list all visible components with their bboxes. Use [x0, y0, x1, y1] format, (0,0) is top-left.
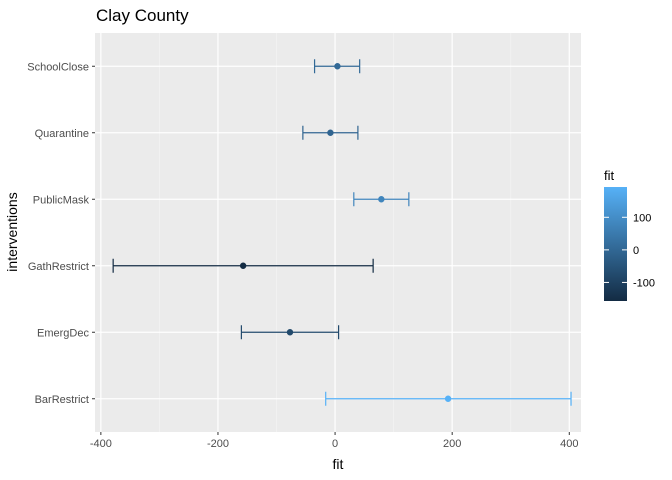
x-tick-label: 400 — [560, 438, 578, 450]
y-tick-label: EmergDec — [37, 327, 89, 339]
y-tick-label: SchoolClose — [27, 61, 89, 73]
fit-point — [444, 395, 452, 402]
fit-point — [239, 262, 247, 269]
legend: fit 100 0 -100 — [604, 168, 655, 301]
fit-point — [327, 129, 334, 136]
x-tick-label: -400 — [90, 438, 112, 450]
fit-point — [286, 329, 294, 336]
legend-tick-label: 0 — [633, 245, 639, 257]
y-tick-label: GathRestrict — [28, 261, 89, 273]
y-tick-label: BarRestrict — [35, 394, 89, 406]
y-axis-title: interventions — [4, 192, 20, 271]
x-axis-title: fit — [333, 456, 344, 472]
chart-title: Clay County — [96, 6, 189, 25]
legend-tick-label: -100 — [633, 277, 655, 289]
plot-panel — [95, 33, 581, 432]
y-tick-label: PublicMask — [33, 194, 90, 206]
fit-point — [378, 196, 385, 203]
y-axis: SchoolClose Quarantine PublicMask GathRestr… — [27, 61, 95, 406]
legend-title: fit — [604, 168, 615, 183]
fit-point — [334, 63, 341, 70]
x-tick-label: -200 — [207, 438, 229, 450]
data-marks — [112, 59, 572, 406]
y-tick-label: Quarantine — [35, 128, 89, 140]
x-tick-label: 200 — [443, 438, 461, 450]
legend-tick-label: 100 — [633, 212, 651, 224]
x-axis: -400 -200 0 200 400 — [90, 432, 578, 450]
x-tick-label: 0 — [332, 438, 338, 450]
legend-colorbar — [604, 187, 627, 301]
